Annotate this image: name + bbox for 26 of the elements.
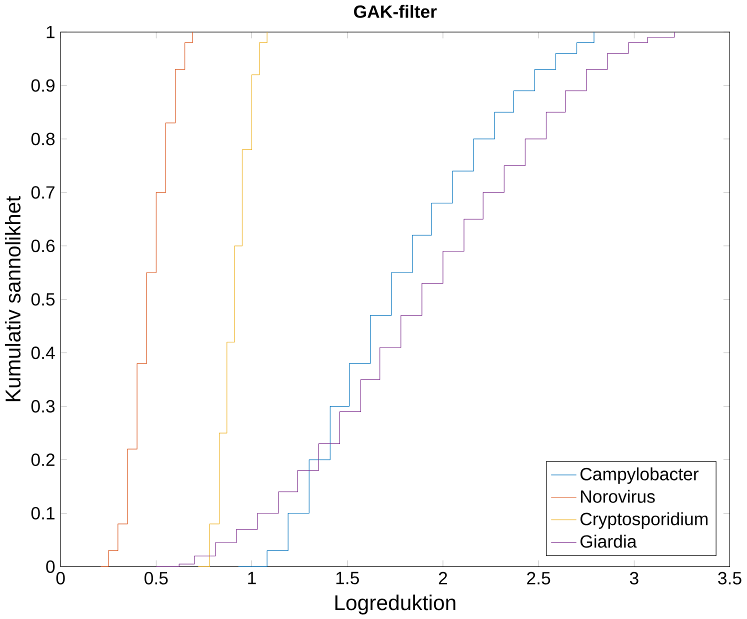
- legend-label: Cryptosporidium: [580, 512, 708, 529]
- y-tick-label: 0: [46, 560, 55, 573]
- x-axis-title: Logreduktion: [335, 594, 456, 614]
- y-tick-label: 0.2: [31, 453, 54, 466]
- y-tick-label: 0.5: [31, 292, 55, 306]
- legend-label: Campylobacter: [580, 467, 699, 484]
- y-tick-label: 0.4: [31, 346, 55, 359]
- legend-label: Giardia: [580, 534, 637, 548]
- y-tick-label: 1: [46, 26, 54, 38]
- y-tick-label: 0.9: [31, 79, 54, 92]
- x-tick-label: 1: [248, 572, 256, 584]
- x-tick-label: 2: [438, 572, 447, 584]
- x-tick-label: 3: [630, 572, 638, 584]
- legend-label: Norovirus: [581, 490, 655, 503]
- x-tick-label: 3.5: [718, 572, 742, 584]
- x-tick-label: 2.5: [527, 572, 550, 584]
- y-tick-label: 0.8: [31, 132, 55, 146]
- y-tick-label: 0.1: [31, 506, 54, 520]
- x-tick-label: 1.5: [336, 572, 359, 584]
- chart-title: GAK-filter: [354, 4, 437, 18]
- x-tick-label: 0: [56, 572, 65, 584]
- y-axis-title: Kumulativ sannolikhet: [4, 196, 21, 401]
- x-tick-label: 0.5: [144, 572, 168, 584]
- y-tick-label: 0.3: [31, 400, 55, 412]
- y-tick-label: 0.7: [31, 186, 54, 199]
- y-tick-label: 0.6: [31, 239, 55, 252]
